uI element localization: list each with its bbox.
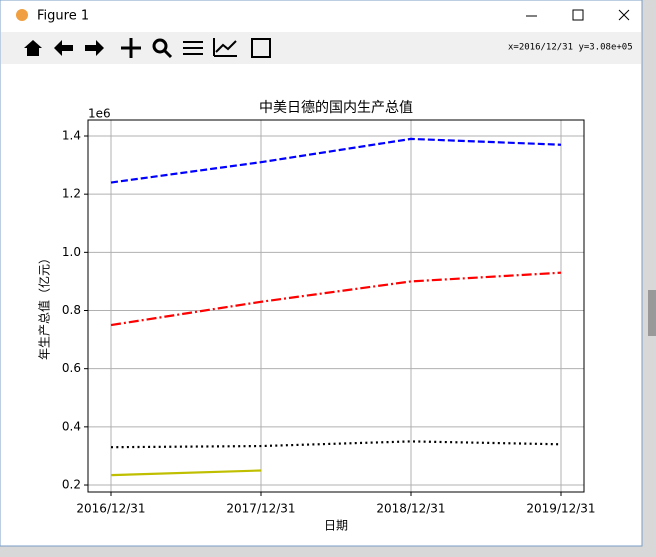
home-button[interactable]: [24, 40, 42, 56]
series-line: [110, 271, 562, 327]
y-tick-label: 0.6: [62, 361, 81, 375]
x-tick-label: 2018/12/31: [376, 502, 445, 516]
series-line: [110, 137, 562, 184]
toolbar: [1, 32, 641, 64]
x-tick-label: 2019/12/31: [526, 502, 595, 516]
window-title: Figure 1: [37, 9, 89, 24]
series-line: [110, 440, 562, 449]
y-tick-label: 1.4: [62, 128, 81, 142]
pan-button[interactable]: [121, 38, 141, 58]
edit-button[interactable]: [213, 38, 237, 57]
plot-area: 0.2 0.4 0.6 0.8 1.0 1.2 1.4 2016/12/31 2017/12/3…: [62, 120, 596, 516]
offset-label: 1e6: [88, 107, 111, 121]
y-tick-label: 1.2: [62, 187, 81, 201]
save-button[interactable]: [251, 38, 271, 58]
app-icon: [16, 9, 28, 21]
maximize-button[interactable]: [572, 9, 584, 21]
window-frame: [0, 0, 643, 547]
status-text: x=2016/12/31 y=3.08e+05: [508, 43, 633, 53]
background: [648, 290, 656, 336]
back-button[interactable]: [54, 40, 73, 56]
series-line: [110, 469, 262, 477]
zoom-button[interactable]: [152, 38, 168, 54]
x-axis-label: 日期: [324, 519, 348, 533]
close-button[interactable]: [618, 9, 630, 21]
y-tick-label: 0.4: [62, 419, 81, 433]
y-tick-label: 0.8: [62, 303, 81, 317]
y-tick-label: 0.2: [62, 478, 81, 492]
configure-button[interactable]: [183, 41, 203, 55]
x-tick-label: 2016/12/31: [76, 502, 145, 516]
plot-frame: [87, 119, 585, 493]
zoom-handle: [162, 48, 173, 59]
forward-button[interactable]: [85, 40, 104, 56]
chart-title: 中美日德的国内生产总值: [259, 100, 413, 116]
y-tick-label: 1.0: [62, 245, 81, 259]
x-tick-label: 2017/12/31: [226, 502, 295, 516]
y-axis-label: 年生产总值（亿元）: [37, 252, 52, 360]
